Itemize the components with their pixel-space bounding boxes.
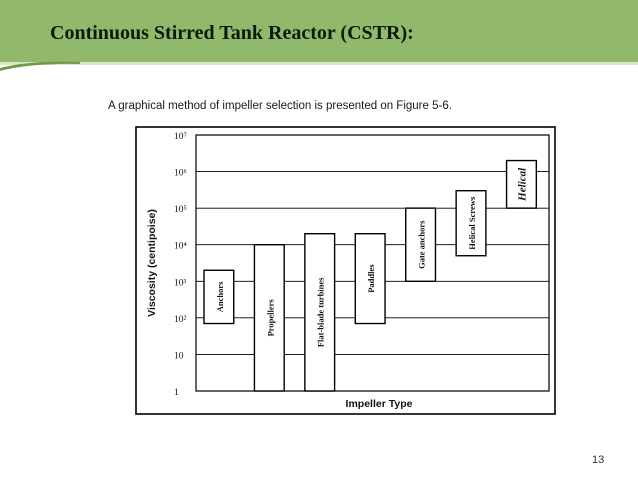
bar-anchors <box>203 269 235 325</box>
page-number: 13 <box>592 454 605 466</box>
bar-label: Helical <box>516 167 528 202</box>
bar-label: Flat-blade turbines <box>316 277 326 347</box>
y-tick-label: 10² <box>174 315 187 325</box>
bar-labels: Anchors Propellers Flat-blade turbines Padd… <box>215 167 529 347</box>
bars-group <box>203 159 538 392</box>
bar-label: Helical Screws <box>467 196 477 250</box>
slide-title: Continuous Stirred Tank Reactor (CSTR): <box>50 22 414 44</box>
y-tick-label: 10³ <box>174 278 187 288</box>
y-tick-label: 1 <box>174 388 179 398</box>
bar-propellers <box>253 244 285 392</box>
bar-helical <box>505 159 538 209</box>
bar-gate-anchors <box>405 207 437 282</box>
bar-label: Anchors <box>215 281 225 312</box>
figure-caption: A graphical method of impeller selection… <box>108 100 452 112</box>
y-tick-label: 10⁵ <box>174 205 187 215</box>
bar-label: Paddles <box>366 264 376 293</box>
y-axis-label: Viscosity (centipoise) <box>146 209 158 317</box>
x-axis-label: Impeller Type <box>346 398 413 410</box>
slide-header-band <box>0 0 638 62</box>
bar-helical-screws <box>455 189 487 257</box>
y-tick-label: 10⁴ <box>174 242 188 252</box>
bar-label: Gate anchors <box>417 220 427 269</box>
y-tick-labels: 1 10 10² 10³ 10⁴ 10⁵ 10⁶ 10⁷ <box>174 132 188 398</box>
chart-frame <box>135 126 556 415</box>
header-swoosh-decoration <box>0 61 80 71</box>
plot-area <box>195 134 550 392</box>
slide-header-underline <box>0 62 638 65</box>
y-tick-label: 10⁶ <box>174 169 187 179</box>
bar-label: Propellers <box>265 299 275 337</box>
y-tick-label: 10⁷ <box>174 132 187 142</box>
bar-paddles <box>354 233 386 325</box>
bar-flat-blade-turbines <box>304 233 336 392</box>
y-tick-label: 10 <box>174 351 184 361</box>
